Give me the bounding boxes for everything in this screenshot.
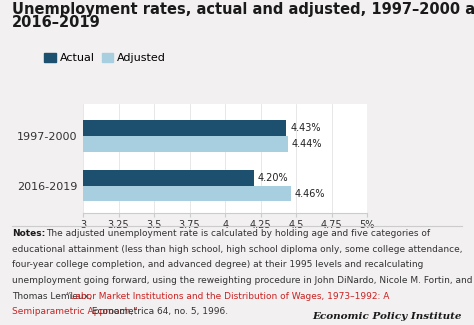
Text: unemployment going forward, using the reweighting procedure in John DiNardo, Nic: unemployment going forward, using the re… [12, 276, 473, 285]
Bar [83, 136, 288, 152]
Text: Economic Policy Institute: Economic Policy Institute [313, 312, 462, 321]
Text: four-year college completion, and advanced degree) at their 1995 levels and reca: four-year college completion, and advanc… [12, 260, 423, 269]
Text: 4.46%: 4.46% [295, 188, 325, 199]
Text: Semiparametric Approach,”: Semiparametric Approach,” [12, 307, 137, 316]
Bar [83, 120, 286, 136]
Text: Thomas Lemieux,: Thomas Lemieux, [12, 292, 94, 301]
Bar [83, 186, 291, 202]
Text: Notes:: Notes: [12, 229, 45, 238]
Text: 2016–2019: 2016–2019 [12, 15, 100, 30]
Text: 4.20%: 4.20% [258, 173, 289, 183]
Text: Unemployment rates, actual and adjusted, 1997–2000 and: Unemployment rates, actual and adjusted,… [12, 2, 474, 17]
Legend: Actual, Adjusted: Actual, Adjusted [45, 53, 166, 63]
Text: 4.43%: 4.43% [291, 123, 321, 133]
Bar [83, 170, 254, 186]
Text: “Labor Market Institutions and the Distribution of Wages, 1973–1992: A: “Labor Market Institutions and the Distr… [66, 292, 390, 301]
Text: 4.44%: 4.44% [292, 139, 322, 149]
Text: Econometrica 64, no. 5, 1996.: Econometrica 64, no. 5, 1996. [89, 307, 228, 316]
Text: educational attainment (less than high school, high school diploma only, some co: educational attainment (less than high s… [12, 245, 462, 254]
Text: The adjusted unemployment rate is calculated by holding age and five categories : The adjusted unemployment rate is calcul… [46, 229, 430, 238]
